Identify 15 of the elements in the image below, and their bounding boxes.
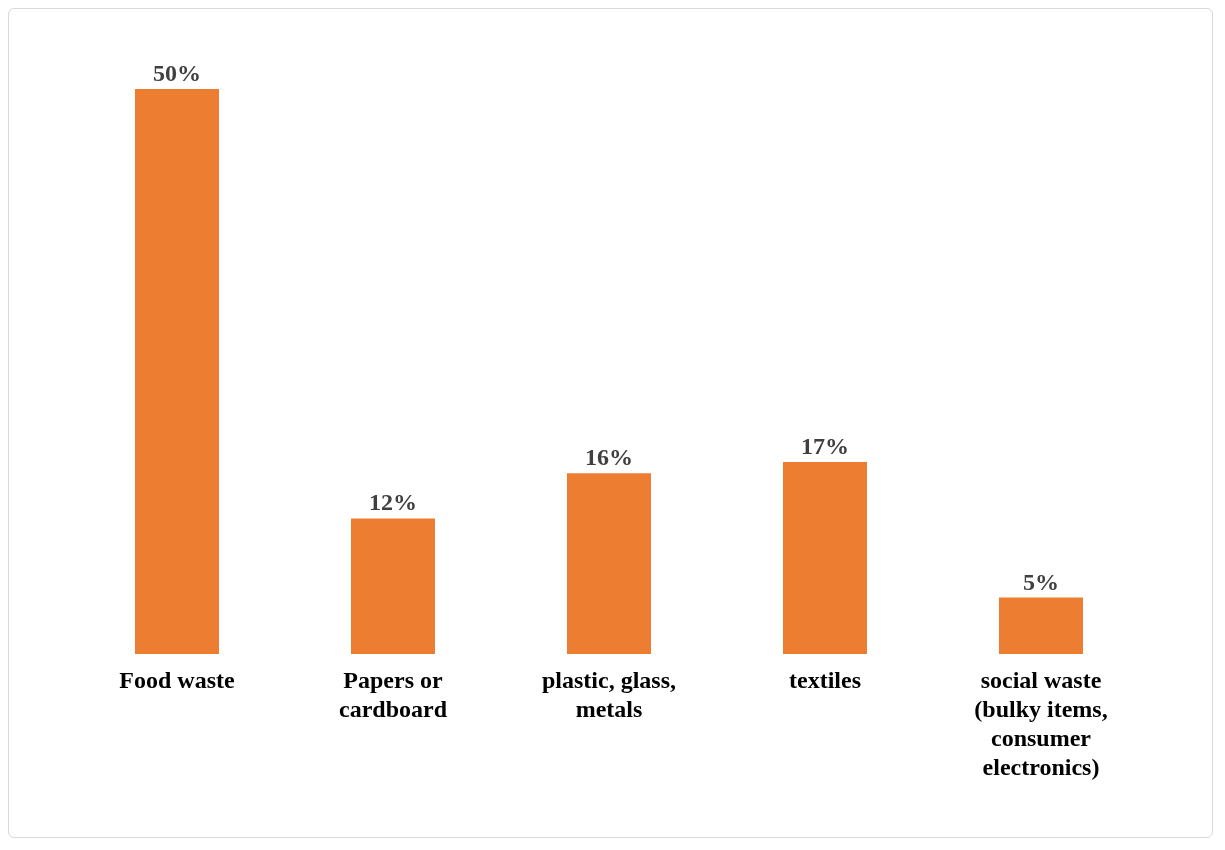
bar [351,518,435,654]
bar [999,597,1083,654]
bar [783,461,867,654]
x-tick-label: social waste (bulky items, consumer electronics) [974,667,1108,780]
bar [567,473,651,654]
data-label: 12% [369,489,417,516]
x-tick-label: plastic, glass, metals [541,667,677,722]
data-label: 50% [153,60,201,86]
bar [135,89,219,654]
x-tick-label: textiles [789,667,861,693]
data-label: 17% [801,432,849,459]
x-tick-label: Food waste [119,667,236,693]
data-label: 5% [1023,568,1059,595]
x-tick-label: Papers or cardboard [339,667,448,722]
data-label: 16% [585,444,633,471]
